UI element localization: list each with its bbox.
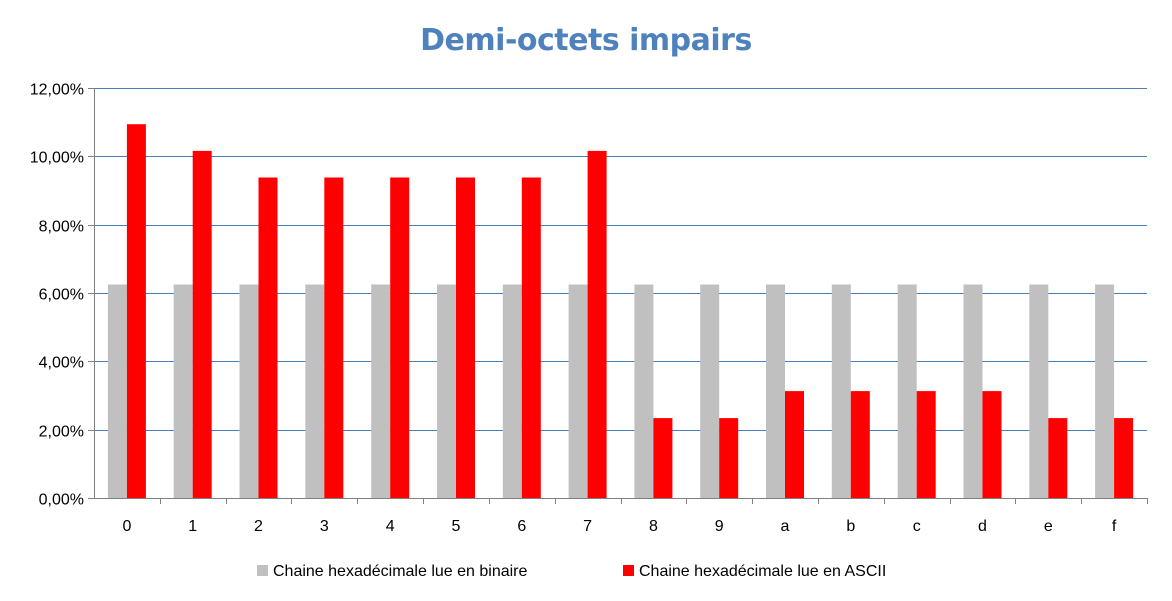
x-tick-label: 1 [188, 518, 197, 535]
bar-ascii [521, 177, 541, 498]
bar-binaire [107, 284, 127, 498]
bar-binaire [437, 284, 456, 498]
x-tick-labels: 0 1 2 3 4 5 6 7 8 9 a b c d e f [122, 518, 1116, 535]
chart-title: Demi-octets impairs [420, 23, 752, 58]
y-tick-label: 4,00% [39, 355, 84, 372]
bar-ascii [258, 177, 278, 498]
bar-binaire [305, 284, 325, 498]
x-tick-label: 0 [122, 518, 131, 535]
axes [88, 88, 1148, 504]
x-tick-label: b [846, 518, 855, 535]
x-tick-label: 5 [452, 518, 461, 535]
bar-ascii [126, 124, 146, 498]
x-tick-label: c [913, 518, 921, 535]
x-tick-label: f [1112, 518, 1117, 535]
bar-binaire [766, 284, 785, 498]
bar-binaire [568, 284, 588, 498]
bar-ascii [1048, 418, 1068, 498]
bar-binaire [1029, 284, 1049, 498]
x-tick-label: d [978, 518, 987, 535]
bar-binaire [634, 284, 654, 498]
bar-ascii [653, 418, 673, 498]
bar-ascii [324, 177, 344, 498]
legend-label-ascii: Chaine hexadécimale lue en ASCII [639, 563, 886, 580]
bar-ascii [587, 150, 607, 498]
bar-ascii [850, 391, 870, 498]
x-tick-label: a [781, 518, 790, 535]
x-tick-label: 7 [583, 518, 592, 535]
legend-swatch-binaire [257, 565, 268, 576]
x-tick-label: 9 [715, 518, 724, 535]
bar-ascii [456, 177, 475, 498]
bar-binaire [239, 284, 259, 498]
y-tick-label: 12,00% [30, 82, 84, 99]
x-tick-label: 8 [649, 518, 658, 535]
y-tick-labels: 0,00% 2,00% 4,00% 6,00% 8,00% 10,00% 12,00% [30, 82, 84, 509]
x-tick-label: 3 [320, 518, 329, 535]
x-tick-label: e [1044, 518, 1053, 535]
bar-binaire [897, 284, 917, 498]
bars [107, 124, 1134, 498]
bar-ascii [916, 391, 936, 498]
y-tick-label: 6,00% [39, 287, 84, 304]
bar-ascii [785, 391, 804, 498]
bar-ascii [1114, 418, 1134, 498]
bar-binaire [1095, 284, 1115, 498]
x-tick-label: 4 [386, 518, 395, 535]
y-tick-label: 2,00% [39, 424, 84, 441]
legend: Chaine hexadécimale lue en binaire Chaine… [257, 563, 886, 580]
bar-ascii [390, 177, 410, 498]
x-tick-label: 6 [517, 518, 526, 535]
x-tick-label: 2 [254, 518, 263, 535]
bar-ascii [982, 391, 1002, 498]
y-tick-label: 0,00% [39, 492, 84, 509]
bar-binaire [371, 284, 391, 498]
y-tick-label: 8,00% [39, 219, 84, 236]
legend-swatch-ascii [623, 565, 634, 576]
bar-binaire [173, 284, 193, 498]
bar-ascii [192, 150, 212, 498]
bar-binaire [700, 284, 720, 498]
bar-binaire [963, 284, 983, 498]
bar-binaire [502, 284, 522, 498]
bar-binaire [831, 284, 851, 498]
legend-label-binaire: Chaine hexadécimale lue en binaire [273, 563, 527, 580]
y-tick-label: 10,00% [30, 150, 84, 167]
bar-ascii [719, 418, 739, 498]
